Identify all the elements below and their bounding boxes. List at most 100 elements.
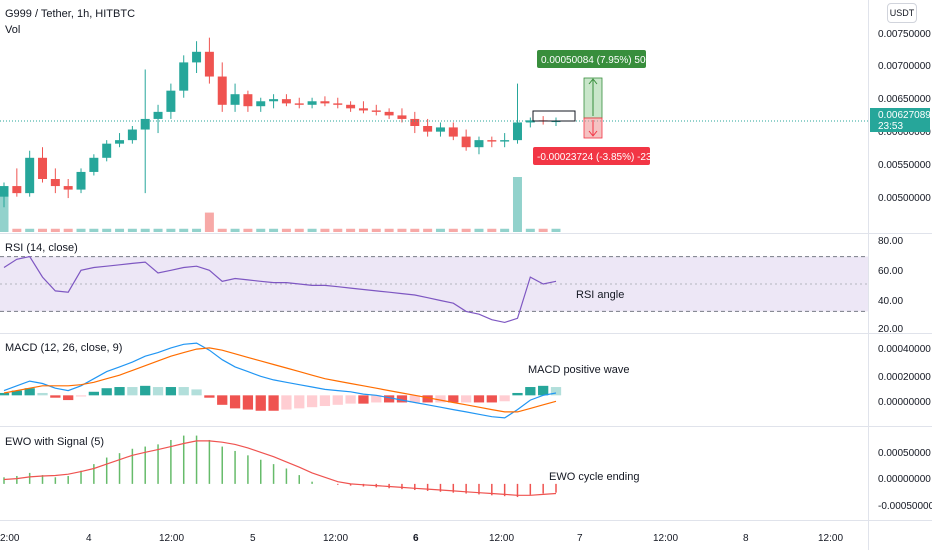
time-tick: 2:00 — [0, 533, 20, 544]
measure-up-label: 0.00050084 (7.95%) 50084 — [541, 55, 663, 66]
macd-histogram-bar — [448, 395, 459, 403]
volume-bar — [448, 228, 458, 232]
time-tick: 8 — [743, 533, 749, 544]
candle-body — [204, 51, 214, 77]
candle-body — [384, 111, 394, 116]
macd-histogram-bar — [24, 388, 35, 396]
time-tick: 12:00 — [653, 533, 678, 544]
time-tick: 12:00 — [323, 533, 348, 544]
macd-histogram-bar — [473, 395, 485, 403]
candle-body — [217, 76, 227, 105]
macd-histogram-bar — [319, 395, 331, 407]
macd-title: MACD (12, 26, close, 9) — [5, 342, 122, 354]
price-axis[interactable]: 0.00750000 0.00700000 0.00650000 0.00600… — [878, 29, 931, 204]
candle-body — [50, 179, 60, 187]
candle-body — [423, 126, 433, 132]
volume-bar — [294, 228, 304, 232]
macd-histogram-bar — [461, 395, 472, 403]
volume-label: Vol — [5, 24, 20, 36]
volume-bar — [269, 228, 279, 232]
candle-body — [179, 62, 189, 91]
candle-body — [127, 129, 137, 141]
macd-histogram-bar — [409, 395, 420, 403]
macd-histogram-bar — [358, 395, 369, 404]
selection-box[interactable] — [532, 110, 576, 122]
volume-bar — [38, 228, 48, 232]
macd-annotation: MACD positive wave — [528, 364, 629, 376]
candle-body — [0, 186, 9, 197]
ewo-tick: 0.00000000 — [878, 474, 931, 485]
time-tick: 5 — [250, 533, 256, 544]
macd-histogram-bar — [281, 395, 292, 410]
candle-body — [358, 108, 368, 111]
macd-histogram-bar — [435, 395, 446, 403]
measure-down-label-bg — [533, 147, 650, 165]
candle-body — [140, 118, 150, 130]
time-axis[interactable]: 2:00 4 12:00 5 12:00 6 12:00 7 12:00 8 1… — [0, 533, 843, 544]
candle-body — [307, 101, 317, 105]
macd-histogram — [0, 385, 562, 411]
candle-body — [333, 103, 343, 105]
volume-bar — [371, 228, 381, 232]
volume-bar — [525, 228, 535, 232]
candle-body — [230, 94, 240, 105]
macd-tick: 0.00040000 — [878, 344, 931, 355]
volume-bar — [281, 228, 291, 232]
time-tick: 12:00 — [818, 533, 843, 544]
volume-bar — [179, 228, 189, 232]
volume-bar — [102, 228, 112, 232]
price-tick: 0.00550000 — [878, 160, 931, 171]
volume-bar — [230, 228, 240, 232]
candle-body — [269, 99, 279, 102]
bar-countdown: 23:53 — [878, 121, 903, 132]
candle-body — [192, 51, 202, 63]
time-tick: 4 — [86, 533, 92, 544]
macd-histogram-bar — [538, 385, 549, 396]
volume-bar — [127, 228, 137, 232]
candle-body — [256, 101, 266, 107]
macd-histogram-bar — [550, 387, 562, 396]
macd-histogram-bar — [345, 395, 356, 404]
rsi-tick: 40.00 — [878, 296, 903, 307]
volume-bar — [89, 228, 99, 232]
measure-down-arrowhead — [588, 130, 598, 137]
currency-button[interactable]: USDT — [887, 3, 917, 23]
volume-bar — [397, 228, 407, 232]
price-tick: 0.00750000 — [878, 29, 931, 40]
rsi-annotation: RSI angle — [576, 289, 624, 301]
volume-bar — [333, 228, 343, 232]
volume-bar — [217, 228, 227, 232]
macd-histogram-bar — [383, 395, 395, 403]
volume-bar — [384, 228, 394, 232]
macd-histogram-bar — [165, 387, 177, 396]
measure-up-label-bg — [537, 50, 646, 68]
volume-bar — [512, 177, 522, 232]
volume-bar — [12, 228, 22, 232]
current-price-value: 0.00627089 — [878, 110, 931, 121]
macd-histogram-bar — [114, 387, 125, 396]
macd-histogram-bar — [204, 395, 215, 398]
macd-histogram-bar — [63, 395, 74, 401]
ewo-tick: 0.00050000 — [878, 448, 931, 459]
macd-histogram-bar — [0, 392, 10, 396]
price-tick: 0.00700000 — [878, 61, 931, 72]
current-price-tag — [870, 108, 930, 132]
volume-bar — [346, 228, 356, 232]
macd-histogram-bar — [525, 387, 536, 396]
volume-bar — [166, 228, 176, 232]
candle-body — [435, 127, 445, 132]
candle-body — [115, 140, 125, 144]
volume-bar — [320, 228, 330, 232]
signal-line — [3, 347, 557, 413]
volume-bar — [474, 228, 484, 232]
rsi-line — [3, 255, 557, 324]
price-tick: 0.00650000 — [878, 94, 931, 105]
candle-body — [63, 186, 73, 190]
time-tick: 12:00 — [489, 533, 514, 544]
price-tick: 0.00500000 — [878, 193, 931, 204]
macd-histogram-bar — [217, 395, 228, 405]
volume-bar — [76, 228, 86, 232]
volume-bars — [0, 177, 561, 232]
volume-bar — [243, 228, 253, 232]
